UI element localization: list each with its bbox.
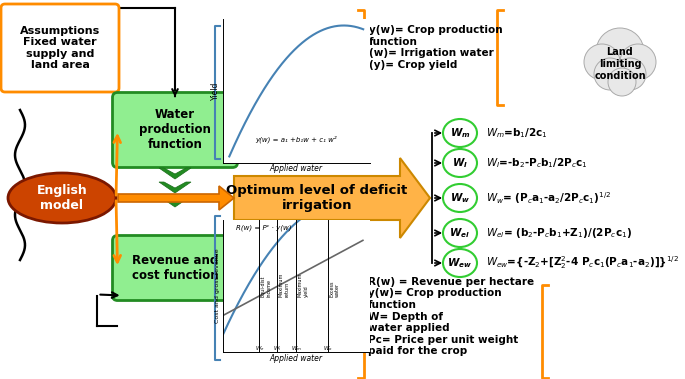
Polygon shape	[159, 196, 191, 207]
Y-axis label: Yield: Yield	[211, 82, 220, 100]
Y-axis label: Cost and gross revenue: Cost and gross revenue	[215, 249, 220, 323]
Text: $W_{el}$= (b$_2$-P$_c$b$_1$+Z$_1$)/(2P$_c$c$_1$): $W_{el}$= (b$_2$-P$_c$b$_1$+Z$_1$)/(2P$_…	[486, 226, 632, 240]
Text: Maximum
yield: Maximum yield	[298, 273, 308, 297]
Polygon shape	[159, 182, 191, 193]
Ellipse shape	[443, 219, 477, 247]
Text: $W_m$: $W_m$	[291, 344, 301, 353]
Circle shape	[614, 58, 646, 90]
FancyBboxPatch shape	[1, 4, 119, 92]
Text: $W_i$: $W_i$	[273, 344, 282, 353]
Text: $W_e$: $W_e$	[255, 344, 264, 353]
Text: Optimum level of deficit
irrigation: Optimum level of deficit irrigation	[226, 184, 408, 212]
Circle shape	[608, 68, 636, 96]
Text: $W_w$= (P$_c$a$_1$-a$_2$/2P$_c$c$_1$)$^{1/2}$: $W_w$= (P$_c$a$_1$-a$_2$/2P$_c$c$_1$)$^{…	[486, 190, 611, 206]
Text: Revenue and
cost function: Revenue and cost function	[132, 254, 219, 282]
Text: R(w) = Pᶜ · y(w): R(w) = Pᶜ · y(w)	[236, 224, 292, 230]
Text: $\bfit{W_w}$: $\bfit{W_w}$	[450, 191, 470, 205]
Text: Excess
water: Excess water	[329, 280, 340, 297]
Ellipse shape	[443, 249, 477, 277]
X-axis label: Applied water: Applied water	[270, 164, 323, 173]
Text: $\bfit{W_{el}}$: $\bfit{W_{el}}$	[449, 226, 471, 240]
Text: y(w)= Crop production
function
(w)= Irrigation water
(y)= Crop yield: y(w)= Crop production function (w)= Irri…	[369, 25, 503, 70]
Text: y(w) = a₁ +b₁w + c₁ w²: y(w) = a₁ +b₁w + c₁ w²	[256, 135, 337, 143]
Text: $W_m$=b$_1$/2c$_1$: $W_m$=b$_1$/2c$_1$	[486, 126, 547, 140]
Text: Land
limiting
condition: Land limiting condition	[594, 47, 646, 81]
Text: $W_I$=-b$_2$-P$_c$b$_1$/2P$_c$c$_1$: $W_I$=-b$_2$-P$_c$b$_1$/2P$_c$c$_1$	[486, 156, 588, 170]
Circle shape	[584, 44, 620, 80]
Circle shape	[620, 44, 656, 80]
Ellipse shape	[8, 173, 116, 223]
Circle shape	[596, 28, 644, 76]
Text: R(w) = Revenue per hectare
y(w)= Crop production
function
W= Depth of
water appl: R(w) = Revenue per hectare y(w)= Crop pr…	[368, 277, 534, 356]
Polygon shape	[159, 168, 191, 179]
Circle shape	[594, 58, 626, 90]
Ellipse shape	[443, 119, 477, 147]
Ellipse shape	[443, 184, 477, 212]
Text: Water
production
function: Water production function	[139, 108, 211, 152]
Text: $\bfit{W_{ew}}$: $\bfit{W_{ew}}$	[447, 256, 473, 270]
FancyBboxPatch shape	[112, 92, 238, 168]
FancyBboxPatch shape	[112, 235, 238, 301]
Polygon shape	[234, 158, 430, 238]
Text: Equi-dist
income: Equi-dist income	[261, 275, 272, 297]
Text: Assumptions
Fixed water
supply and
land area: Assumptions Fixed water supply and land …	[20, 26, 100, 70]
Ellipse shape	[443, 149, 477, 177]
X-axis label: Applied water: Applied water	[270, 354, 323, 363]
Text: $\bfit{W_m}$: $\bfit{W_m}$	[449, 126, 471, 140]
Text: $W_o$: $W_o$	[323, 344, 333, 353]
Polygon shape	[118, 186, 234, 210]
Text: Maximum
return: Maximum return	[278, 273, 289, 297]
Text: $\bfit{W_I}$: $\bfit{W_I}$	[452, 156, 468, 170]
Text: $W_{ew}$={-Z$_2$+[Z$_2^2$-4 P$_c$c$_1$(P$_c$a$_1$-a$_2$)]}$^{1/2}$: $W_{ew}$={-Z$_2$+[Z$_2^2$-4 P$_c$c$_1$(P…	[486, 255, 679, 271]
Text: English
model: English model	[36, 184, 88, 212]
